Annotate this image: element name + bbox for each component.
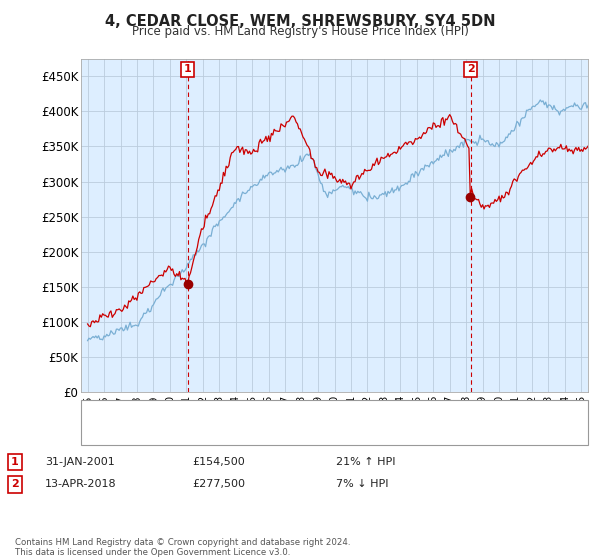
- Text: 4, CEDAR CLOSE, WEM, SHREWSBURY, SY4 5DN: 4, CEDAR CLOSE, WEM, SHREWSBURY, SY4 5DN: [105, 14, 495, 29]
- Text: Contains HM Land Registry data © Crown copyright and database right 2024.
This d: Contains HM Land Registry data © Crown c…: [15, 538, 350, 557]
- Text: £277,500: £277,500: [192, 479, 245, 489]
- Text: 7% ↓ HPI: 7% ↓ HPI: [336, 479, 389, 489]
- Text: ——: ——: [90, 407, 105, 419]
- Text: Price paid vs. HM Land Registry's House Price Index (HPI): Price paid vs. HM Land Registry's House …: [131, 25, 469, 38]
- Text: 1: 1: [11, 457, 19, 467]
- Text: ——: ——: [90, 427, 105, 440]
- Text: HPI: Average price, detached house, Shropshire: HPI: Average price, detached house, Shro…: [120, 428, 381, 438]
- Text: 2: 2: [467, 64, 475, 74]
- Text: 4, CEDAR CLOSE, WEM, SHREWSBURY, SY4 5DN (detached house): 4, CEDAR CLOSE, WEM, SHREWSBURY, SY4 5DN…: [120, 408, 482, 418]
- Text: £154,500: £154,500: [192, 457, 245, 467]
- Text: 13-APR-2018: 13-APR-2018: [45, 479, 116, 489]
- Text: 21% ↑ HPI: 21% ↑ HPI: [336, 457, 395, 467]
- Text: 31-JAN-2001: 31-JAN-2001: [45, 457, 115, 467]
- Text: 2: 2: [11, 479, 19, 489]
- Text: 1: 1: [184, 64, 191, 74]
